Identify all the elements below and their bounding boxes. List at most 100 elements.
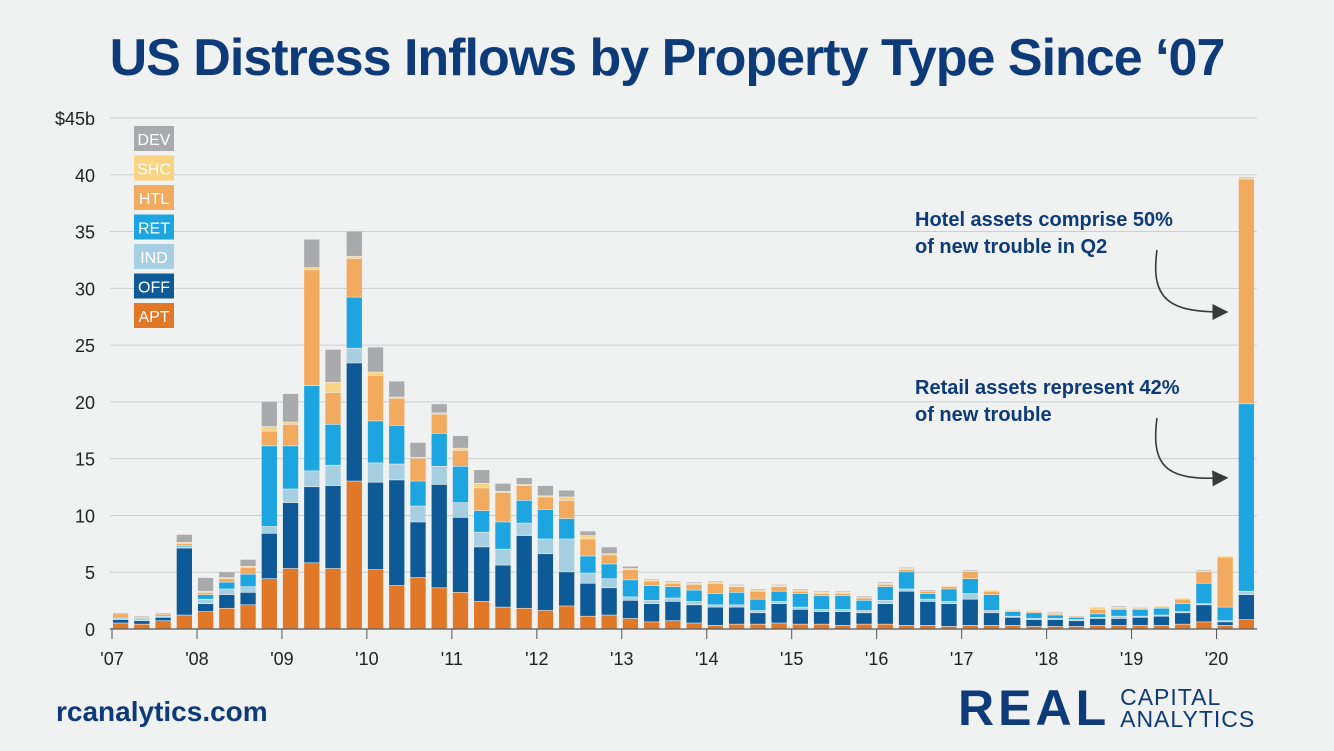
bar-segment-ind bbox=[155, 616, 171, 618]
bar-segment-shc bbox=[410, 457, 426, 459]
bar-segment-off bbox=[1090, 618, 1106, 625]
bar-segment-htl bbox=[622, 569, 639, 580]
bar-segment-htl bbox=[1090, 609, 1106, 614]
bar-segment-apt bbox=[1238, 619, 1255, 629]
bar-segment-dev bbox=[452, 435, 469, 448]
x-tick-label: '11 bbox=[441, 649, 463, 669]
bar-segment-ret bbox=[559, 518, 575, 539]
bar-segment-dev bbox=[240, 559, 256, 566]
bar-segment-ret bbox=[962, 579, 978, 594]
bar-segment-apt bbox=[389, 585, 405, 629]
bar-segment-ind bbox=[1217, 621, 1233, 622]
bar-segment-shc bbox=[856, 597, 872, 598]
legend-label-off: OFF bbox=[138, 280, 170, 297]
gridlines bbox=[110, 117, 1257, 573]
bar-segment-htl bbox=[877, 584, 893, 587]
bar-segment-off bbox=[1005, 617, 1021, 625]
bar-segment-htl bbox=[920, 591, 936, 594]
bar-segment-shc bbox=[516, 484, 532, 486]
annotations: Hotel assets comprise 50% of new trouble … bbox=[915, 209, 1229, 487]
bar-segment-apt bbox=[686, 623, 702, 629]
bar-segment-dev bbox=[962, 569, 978, 571]
bar-segment-off bbox=[1217, 622, 1233, 625]
real-capital-analytics-logo: REAL CAPITAL ANALYTICS bbox=[958, 683, 1255, 733]
bar-segment-ret bbox=[474, 510, 490, 532]
bar-segment-ret bbox=[1153, 608, 1170, 615]
bar-segment-htl bbox=[304, 270, 320, 386]
bar-segment-off bbox=[665, 601, 681, 621]
bar-segment-shc bbox=[389, 397, 405, 398]
bar-segment-htl bbox=[707, 583, 724, 594]
bar-segment-ind bbox=[643, 600, 660, 604]
bar-segment-off bbox=[1132, 617, 1148, 625]
bar-segment-ind bbox=[856, 610, 872, 613]
bar-segment-shc bbox=[983, 590, 1000, 591]
bar-segment-off bbox=[877, 604, 893, 624]
bar-segment-ind bbox=[1175, 611, 1191, 613]
bar-segment-dev bbox=[112, 613, 129, 614]
bar-segment-apt bbox=[750, 624, 766, 629]
bar-segment-off bbox=[643, 604, 660, 622]
annotation-arrow-icon bbox=[1154, 249, 1229, 320]
bar-segment-ind bbox=[941, 601, 957, 604]
bar-segment-htl bbox=[346, 258, 362, 297]
x-axis: '07 '08 '09 '10 '11 '12 '13 '14 '15 '16 '17 '18 '19 '… bbox=[100, 629, 1228, 669]
x-tick-label: '07 bbox=[100, 649, 123, 669]
legend-label-ret: RET bbox=[138, 221, 170, 238]
bar-segment-dev bbox=[282, 393, 299, 422]
bar-segment-ind bbox=[134, 619, 150, 621]
legend-label-htl: HTL bbox=[139, 191, 169, 208]
bar-segment-apt bbox=[665, 621, 681, 629]
bar-segment-ind bbox=[1196, 604, 1212, 605]
bar-segment-shc bbox=[261, 426, 277, 431]
bar-segment-ret bbox=[304, 385, 320, 471]
bar-segment-ret bbox=[240, 574, 256, 587]
bar-segment-ret bbox=[1047, 615, 1063, 619]
bar-segment-apt bbox=[622, 618, 639, 629]
bar-segment-off bbox=[601, 588, 617, 615]
bar-segment-off bbox=[282, 502, 299, 569]
bar-segment-dev bbox=[1047, 611, 1063, 613]
bar-segment-htl bbox=[665, 583, 681, 587]
bar-segment-ret bbox=[495, 522, 511, 549]
bar-segment-shc bbox=[665, 582, 681, 583]
bar-segment-dev bbox=[537, 485, 554, 496]
y-tick-label: 35 bbox=[75, 223, 95, 243]
bar-segment-ret bbox=[452, 466, 469, 503]
bar-segment-ret bbox=[728, 592, 745, 605]
bar-segment-off bbox=[410, 522, 426, 578]
legend-swatch-dev bbox=[134, 126, 174, 151]
bar-segment-off bbox=[516, 535, 532, 608]
bar-segment-htl bbox=[197, 592, 214, 595]
bar-segment-off bbox=[537, 554, 554, 611]
annotation-line1: Hotel assets comprise 50% bbox=[915, 209, 1173, 231]
bar-segment-htl bbox=[1238, 179, 1255, 404]
bar-segment-apt bbox=[728, 624, 745, 629]
logo-line2: ANALYTICS bbox=[1120, 706, 1256, 732]
bar-segment-shc bbox=[367, 372, 384, 376]
bar-segment-shc bbox=[282, 422, 299, 424]
x-tick-label: '20 bbox=[1205, 649, 1228, 669]
bar-segment-ret bbox=[707, 593, 724, 605]
bar-segment-ret bbox=[941, 589, 957, 602]
bar-segment-shc bbox=[728, 585, 745, 587]
y-axis: 0 5 10 15 20 25 30 35 40 $45b bbox=[55, 109, 1257, 640]
bar-segment-ind bbox=[771, 601, 787, 604]
website-link[interactable]: rcanalytics.com bbox=[56, 696, 268, 727]
bar-segment-shc bbox=[643, 580, 660, 581]
legend-label-apt: APT bbox=[138, 309, 169, 326]
bar-segment-ind bbox=[1111, 616, 1127, 619]
bar-segment-ind bbox=[835, 609, 851, 612]
bar-segment-apt bbox=[813, 624, 830, 629]
bar-segment-ind bbox=[304, 471, 320, 487]
bar-segment-ind bbox=[516, 523, 532, 536]
x-tick-label: '19 bbox=[1120, 649, 1143, 669]
bar-segment-ind bbox=[665, 598, 681, 602]
bar-segment-ret bbox=[643, 585, 660, 601]
bar-segment-ret bbox=[112, 617, 129, 619]
bar-segment-apt bbox=[261, 579, 277, 629]
bar-segment-off bbox=[1111, 618, 1127, 625]
bar-segment-htl bbox=[431, 414, 447, 434]
bar-segment-htl bbox=[495, 492, 511, 522]
